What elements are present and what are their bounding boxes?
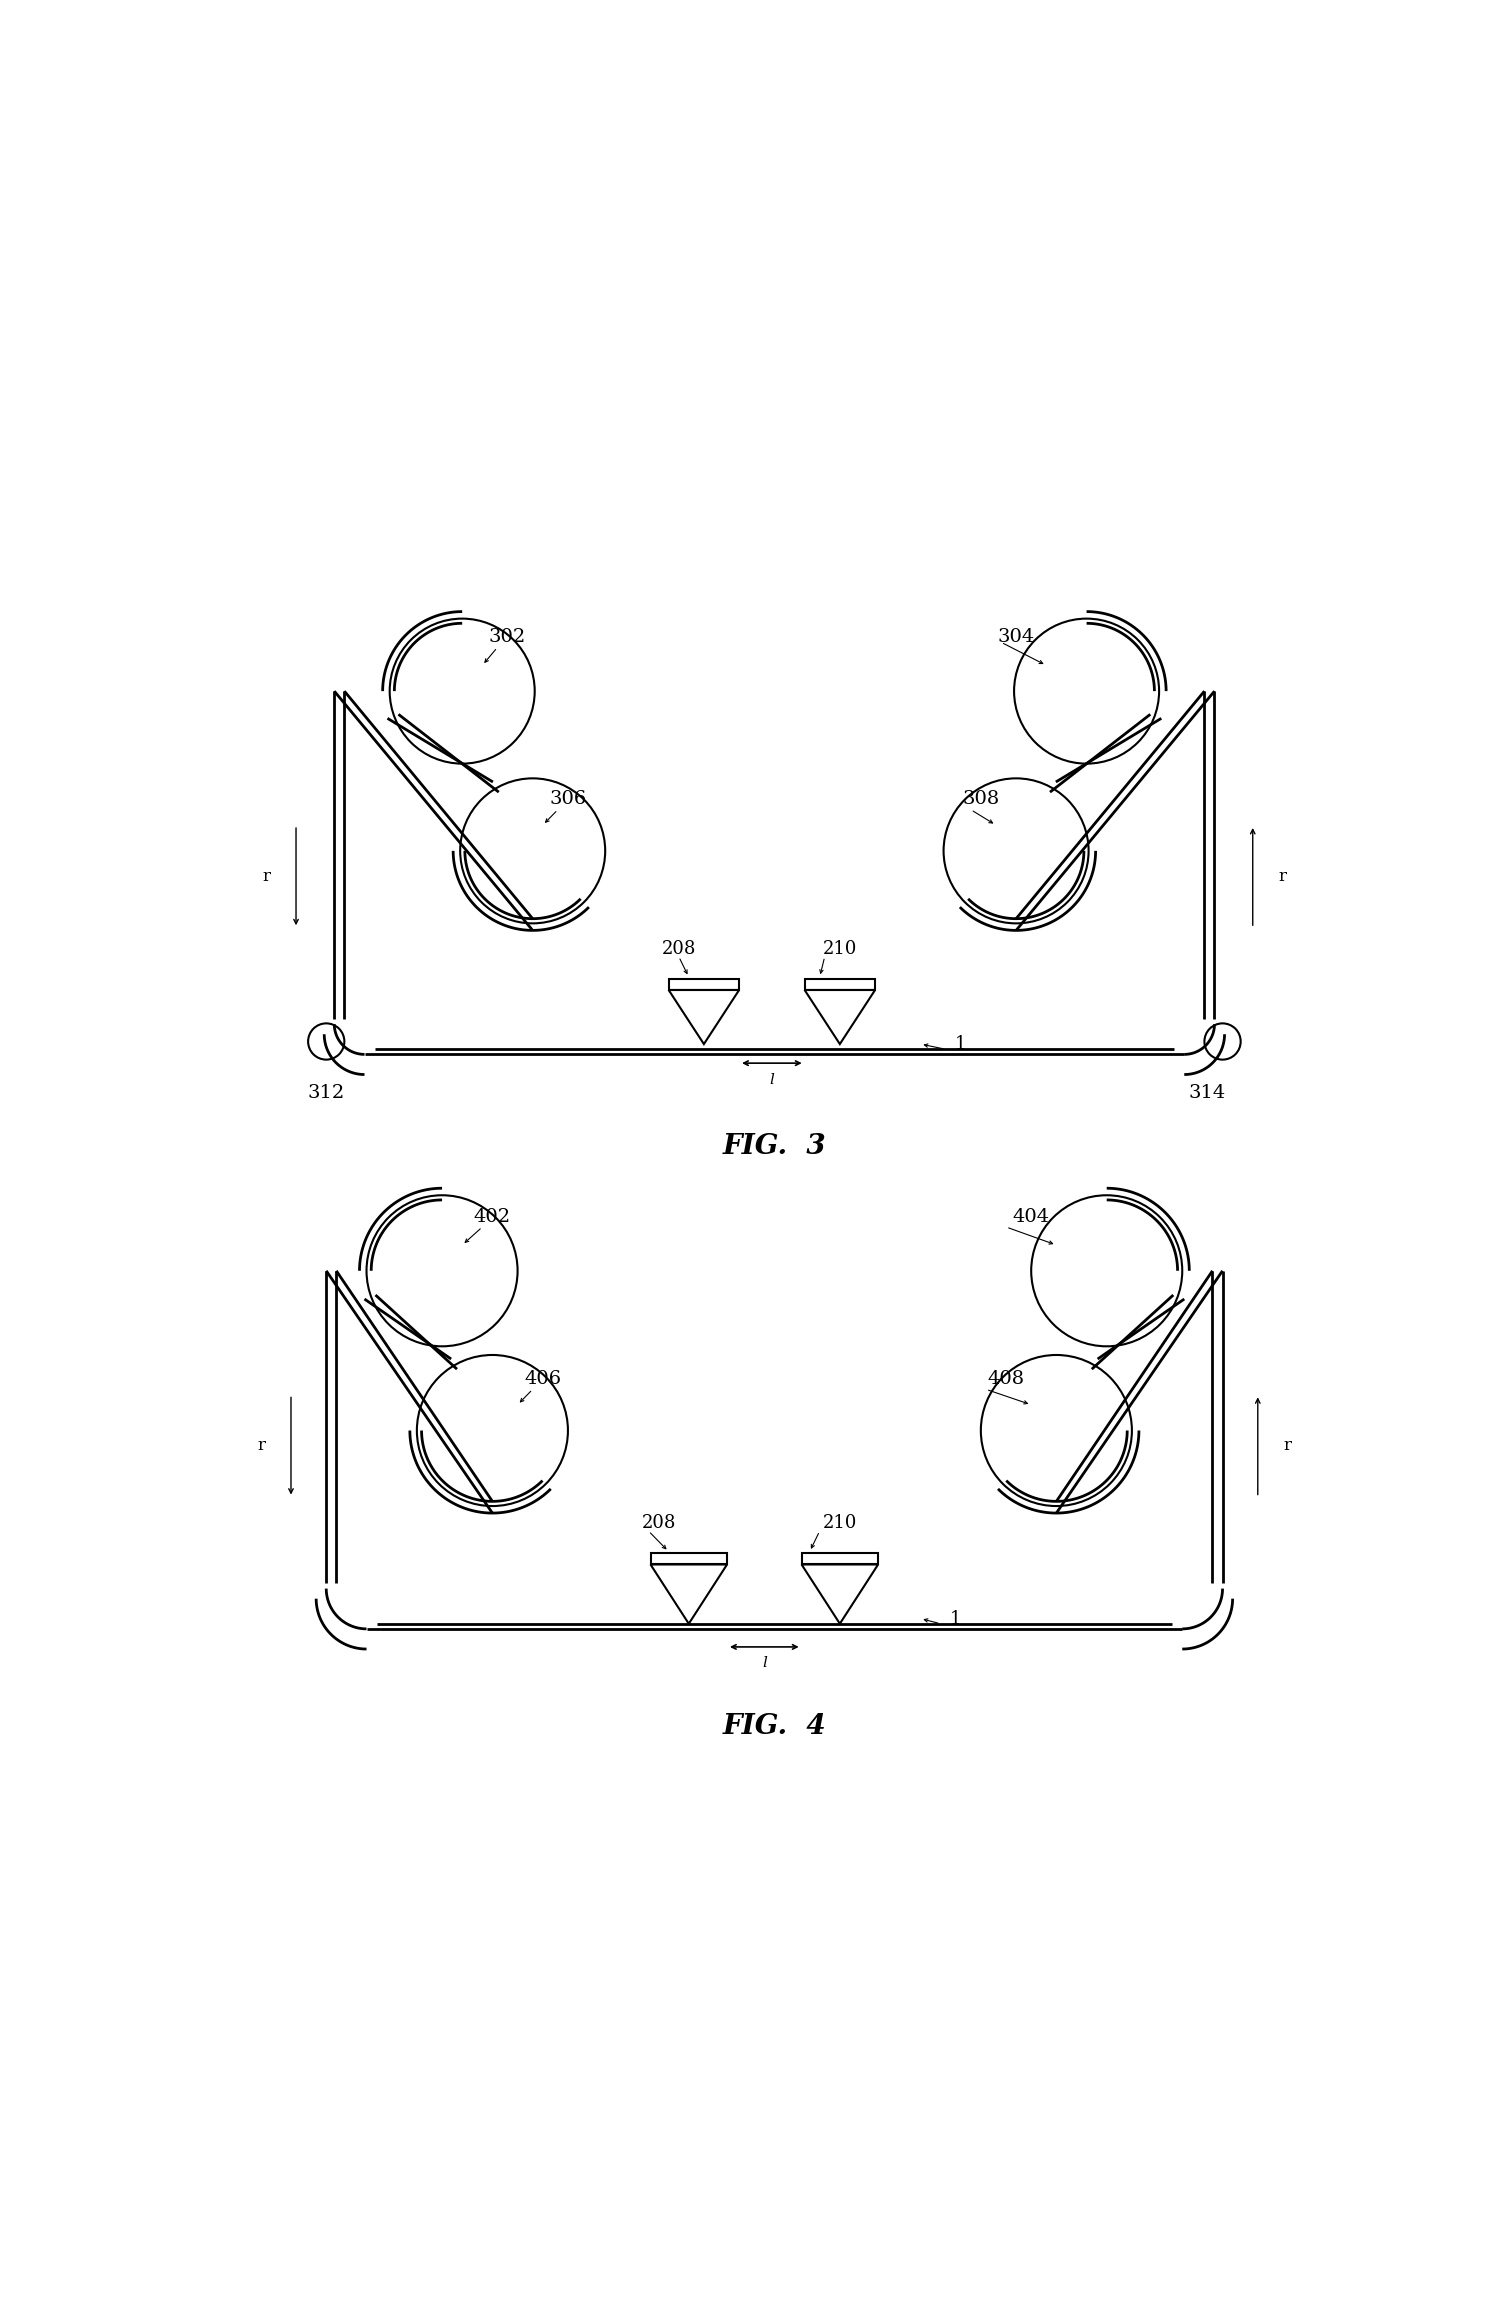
Bar	[669, 979, 739, 991]
Text: 404: 404	[1012, 1207, 1050, 1226]
Text: 1: 1	[955, 1034, 967, 1053]
Text: 408: 408	[988, 1371, 1024, 1387]
Text: 208: 208	[662, 940, 697, 958]
Text: r: r	[263, 869, 270, 885]
Bar	[801, 1553, 878, 1564]
Text: 308: 308	[963, 790, 999, 809]
Text: 406: 406	[524, 1371, 561, 1387]
Text: 210: 210	[822, 1514, 857, 1532]
Text: 306: 306	[550, 790, 586, 809]
Text: 402: 402	[474, 1207, 511, 1226]
Text: 210: 210	[822, 940, 857, 958]
Text: FIG.  4: FIG. 4	[722, 1712, 827, 1740]
Text: 1: 1	[950, 1610, 961, 1627]
Text: r: r	[1278, 869, 1286, 885]
Bar	[651, 1553, 727, 1564]
Text: l: l	[762, 1657, 766, 1670]
Text: FIG.  3: FIG. 3	[722, 1134, 827, 1159]
Text: r: r	[1283, 1438, 1290, 1454]
Text: 314: 314	[1189, 1083, 1225, 1101]
Text: 208: 208	[641, 1514, 675, 1532]
Text: l: l	[769, 1071, 774, 1087]
Text: 304: 304	[997, 629, 1035, 645]
Text: 312: 312	[308, 1083, 345, 1101]
Bar	[804, 979, 875, 991]
Text: r: r	[258, 1438, 266, 1454]
Text: 302: 302	[490, 629, 526, 645]
